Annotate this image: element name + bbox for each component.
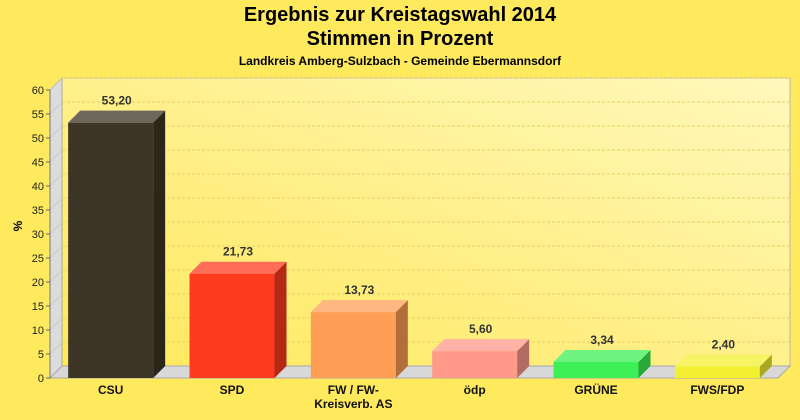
bar-value-label: 21,73 <box>223 245 253 259</box>
gridline-side <box>49 149 63 163</box>
bar-side <box>638 349 651 378</box>
gridline-side <box>49 341 63 355</box>
y-tick-label: 0 <box>38 373 44 385</box>
bar-top <box>553 349 651 362</box>
bar <box>553 349 651 378</box>
y-tick-label: 40 <box>32 181 44 193</box>
y-tick-label: 15 <box>32 301 44 313</box>
chart-subtitle: Stimmen in Prozent <box>306 28 494 50</box>
y-tick-label: 5 <box>38 349 44 361</box>
x-category-label: Kreisverb. AS <box>314 397 392 411</box>
gridline-side <box>49 269 63 283</box>
bar <box>189 261 287 378</box>
x-category-label: CSU <box>98 383 123 397</box>
y-tick-label: 30 <box>32 229 44 241</box>
bar-value-label: 3,34 <box>590 333 614 347</box>
gridline-side <box>49 101 63 115</box>
x-category-label: ödp <box>464 383 486 397</box>
bar-side <box>153 110 166 378</box>
x-category-label: FWS/FDP <box>690 383 744 397</box>
bar-top <box>432 339 530 352</box>
gridline-side <box>49 245 63 259</box>
chart-title: Ergebnis zur Kreistagswahl 2014 <box>243 4 557 26</box>
gridline-side <box>49 173 63 187</box>
gridline-side <box>49 221 63 235</box>
y-tick-label: 10 <box>32 325 44 337</box>
chart-caption: Landkreis Amberg-Sulzbach - Gemeinde Ebe… <box>238 54 562 68</box>
bar-front <box>674 366 760 378</box>
y-tick-label: 55 <box>32 109 44 121</box>
bar-side <box>274 261 287 378</box>
y-axis-label: % <box>11 220 25 231</box>
bar-front <box>553 361 639 378</box>
bar-front <box>189 273 275 378</box>
bar-side <box>395 300 408 378</box>
y-tick-label: 25 <box>32 253 44 265</box>
bar-value-label: 5,60 <box>469 322 493 336</box>
bar-top <box>674 354 772 367</box>
bar-top <box>189 261 287 274</box>
bar-top <box>68 110 166 123</box>
gridline-side <box>49 125 63 139</box>
bar-front <box>310 312 396 378</box>
y-tick-label: 60 <box>32 85 44 97</box>
x-category-label: SPD <box>220 383 245 397</box>
bar-value-label: 53,20 <box>102 94 132 108</box>
bar-front <box>68 122 154 378</box>
gridline-side <box>49 293 63 307</box>
bar <box>310 300 408 378</box>
plot-back-wall <box>61 77 791 367</box>
gridline-side <box>49 197 63 211</box>
bar-value-label: 13,73 <box>344 283 374 297</box>
x-category-label: FW / FW- <box>328 383 379 397</box>
bar-front <box>432 351 518 378</box>
bar <box>68 110 166 378</box>
bar-top <box>310 300 408 313</box>
bar-side <box>759 354 772 378</box>
x-category-label: GRÜNE <box>574 382 617 397</box>
bar <box>432 339 530 378</box>
y-tick-label: 35 <box>32 205 44 217</box>
bar-value-label: 2,40 <box>712 337 736 351</box>
gridline-side <box>49 317 63 331</box>
y-tick-label: 20 <box>32 277 44 289</box>
y-tick-label: 45 <box>32 157 44 169</box>
bar <box>674 354 772 378</box>
y-tick-label: 50 <box>32 133 44 145</box>
bar-side <box>517 339 530 378</box>
gridline-side <box>49 77 63 91</box>
